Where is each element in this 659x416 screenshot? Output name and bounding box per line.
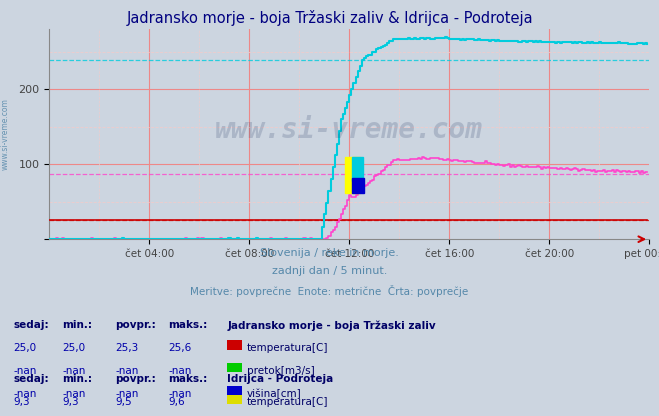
Text: Jadransko morje - boja Tržaski zaliv & Idrijca - Podroteja: Jadransko morje - boja Tržaski zaliv & I… [126,10,533,26]
Text: -nan: -nan [13,389,36,399]
Text: maks.:: maks.: [168,320,208,330]
Text: 9,3: 9,3 [13,397,30,407]
Bar [353,157,363,181]
Text: min.:: min.: [63,374,93,384]
Text: višina[cm]: višina[cm] [247,389,302,399]
Text: -nan: -nan [63,366,86,376]
Text: www.si-vreme.com: www.si-vreme.com [1,98,10,170]
Text: -nan: -nan [168,366,191,376]
Text: 9,5: 9,5 [115,397,132,407]
Text: 25,3: 25,3 [115,343,138,353]
Text: povpr.:: povpr.: [115,374,156,384]
Bar [353,178,364,193]
Text: zadnji dan / 5 minut.: zadnji dan / 5 minut. [272,266,387,276]
Bar [345,157,360,193]
Text: www.si-vreme.com: www.si-vreme.com [215,116,483,144]
Text: povpr.:: povpr.: [115,320,156,330]
Text: Meritve: povprečne  Enote: metrične  Črta: povprečje: Meritve: povprečne Enote: metrične Črta:… [190,285,469,297]
Text: -nan: -nan [13,366,36,376]
Text: 9,3: 9,3 [63,397,79,407]
Text: sedaj:: sedaj: [13,374,49,384]
Text: min.:: min.: [63,320,93,330]
Text: maks.:: maks.: [168,374,208,384]
Text: 25,6: 25,6 [168,343,191,353]
Text: pretok[m3/s]: pretok[m3/s] [247,366,315,376]
Text: Jadransko morje - boja Tržaski zaliv: Jadransko morje - boja Tržaski zaliv [227,320,436,331]
Text: 9,6: 9,6 [168,397,185,407]
Text: Idrijca - Podroteja: Idrijca - Podroteja [227,374,333,384]
Text: -nan: -nan [115,389,138,399]
Text: 25,0: 25,0 [13,343,36,353]
Text: -nan: -nan [168,389,191,399]
Text: Slovenija / reke in morje.: Slovenija / reke in morje. [260,248,399,258]
Text: sedaj:: sedaj: [13,320,49,330]
Text: -nan: -nan [115,366,138,376]
Text: temperatura[C]: temperatura[C] [247,343,329,353]
Text: -nan: -nan [63,389,86,399]
Text: 25,0: 25,0 [63,343,86,353]
Text: temperatura[C]: temperatura[C] [247,397,329,407]
